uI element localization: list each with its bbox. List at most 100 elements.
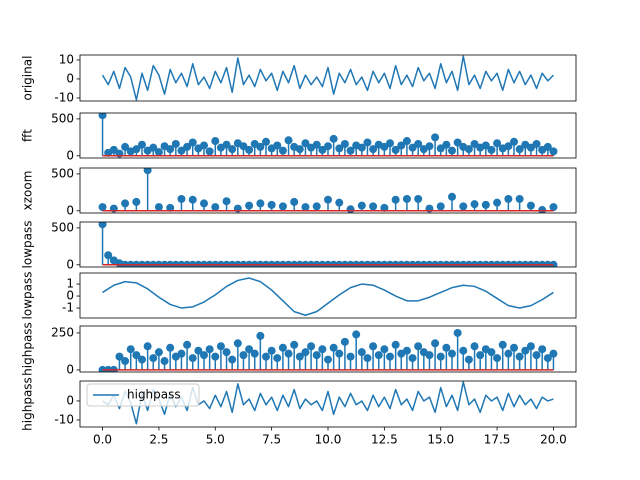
stem-marker: [459, 346, 468, 355]
stem-marker: [245, 345, 254, 354]
stem-marker: [284, 349, 293, 358]
stem-marker: [414, 194, 423, 203]
stem-marker: [149, 143, 158, 152]
stem-marker: [295, 145, 304, 154]
stem-marker: [278, 343, 287, 352]
stem-marker: [493, 139, 502, 148]
stem-marker: [149, 354, 158, 363]
stem-marker: [464, 145, 473, 154]
stem-marker: [121, 199, 130, 208]
stem-marker: [391, 145, 400, 154]
subplot: 0 500 xzoom: [21, 166, 577, 217]
y-tick-label: 0: [66, 148, 74, 162]
stem-marker: [402, 137, 411, 146]
stem-marker: [442, 140, 451, 149]
stem-marker: [436, 352, 445, 361]
stem-marker: [402, 346, 411, 355]
stem-marker: [256, 199, 265, 208]
x-tick-label: 20.0: [540, 433, 567, 447]
stem-marker: [222, 140, 231, 149]
stem-marker: [188, 138, 197, 147]
legend-box: [86, 383, 200, 407]
stem-marker: [340, 337, 349, 346]
y-tick-label: 500: [51, 166, 74, 180]
stem-marker: [515, 194, 524, 203]
stem-marker: [459, 202, 468, 211]
stem-marker: [498, 340, 507, 349]
y-axis-label: lowpass: [21, 221, 35, 269]
stem-marker: [177, 349, 186, 358]
stem-marker: [357, 201, 366, 210]
stem-marker: [476, 351, 485, 360]
x-tick-label: 2.5: [149, 433, 168, 447]
stem-marker: [278, 202, 287, 211]
plot-area: [98, 113, 558, 158]
stem-marker: [262, 352, 270, 361]
stem-marker: [256, 142, 265, 151]
stem-marker: [194, 346, 203, 355]
subplot: 0 500 fft: [21, 111, 577, 162]
stem-marker: [143, 342, 152, 351]
stem-marker: [115, 352, 124, 361]
x-tick-label: 5.0: [206, 433, 225, 447]
y-axis-label: highpass: [21, 322, 35, 376]
stem-marker: [391, 195, 400, 204]
x-tick-label: 17.5: [484, 433, 511, 447]
y-tick-label: 500: [51, 111, 74, 125]
stem-marker: [464, 355, 473, 364]
stem-marker: [245, 145, 254, 154]
stem-marker: [346, 352, 355, 361]
x-tick-label: 12.5: [371, 433, 398, 447]
stem-marker: [481, 141, 490, 150]
stem-marker: [126, 345, 135, 354]
stem-marker: [233, 339, 242, 348]
stem-marker: [188, 354, 197, 363]
stem-marker: [312, 202, 321, 211]
stem-marker: [121, 142, 130, 151]
stem-marker: [239, 351, 248, 360]
plot-area: [101, 55, 554, 101]
stem-marker: [448, 192, 456, 201]
stem-marker: [256, 331, 265, 340]
stem-marker: [442, 343, 451, 352]
stem-marker: [177, 146, 186, 155]
y-axis-label: lowpass: [21, 272, 35, 320]
stem-marker: [216, 342, 225, 351]
y-tick-label: 500: [51, 220, 74, 234]
stem-marker: [166, 145, 175, 154]
stem-marker: [526, 143, 535, 152]
stem-marker: [228, 145, 237, 154]
stem-marker: [414, 342, 423, 351]
stem-marker: [453, 328, 462, 337]
axes-frame: [79, 54, 577, 102]
stem-marker: [549, 147, 558, 156]
stem-marker: [521, 346, 530, 355]
y-tick-label: -10: [54, 412, 74, 426]
stem-marker: [380, 142, 389, 151]
stem-marker: [510, 137, 518, 146]
stem-marker: [369, 145, 378, 154]
stem-marker: [324, 142, 332, 151]
axes-frame: [79, 167, 577, 214]
stem-marker: [414, 139, 423, 148]
stem-marker: [183, 340, 192, 349]
stem-marker: [171, 139, 180, 148]
stem-marker: [335, 349, 344, 358]
stem-marker: [183, 142, 192, 151]
stem-marker: [211, 137, 220, 146]
stem-marker: [228, 355, 237, 364]
stem-marker: [307, 342, 316, 351]
stem-marker: [369, 202, 378, 211]
stem-marker: [211, 352, 220, 361]
stem-marker: [408, 143, 417, 152]
stem-marker: [166, 343, 175, 352]
stem-marker: [188, 195, 197, 204]
stem-marker: [397, 141, 406, 150]
stem-marker: [532, 351, 541, 360]
y-axis-label: fft: [21, 129, 35, 142]
x-tick-label: 0.0: [93, 433, 112, 447]
stem-marker: [132, 351, 141, 360]
stem-marker: [138, 140, 146, 149]
stem-marker: [515, 352, 524, 361]
x-tick-label: 7.5: [262, 433, 281, 447]
